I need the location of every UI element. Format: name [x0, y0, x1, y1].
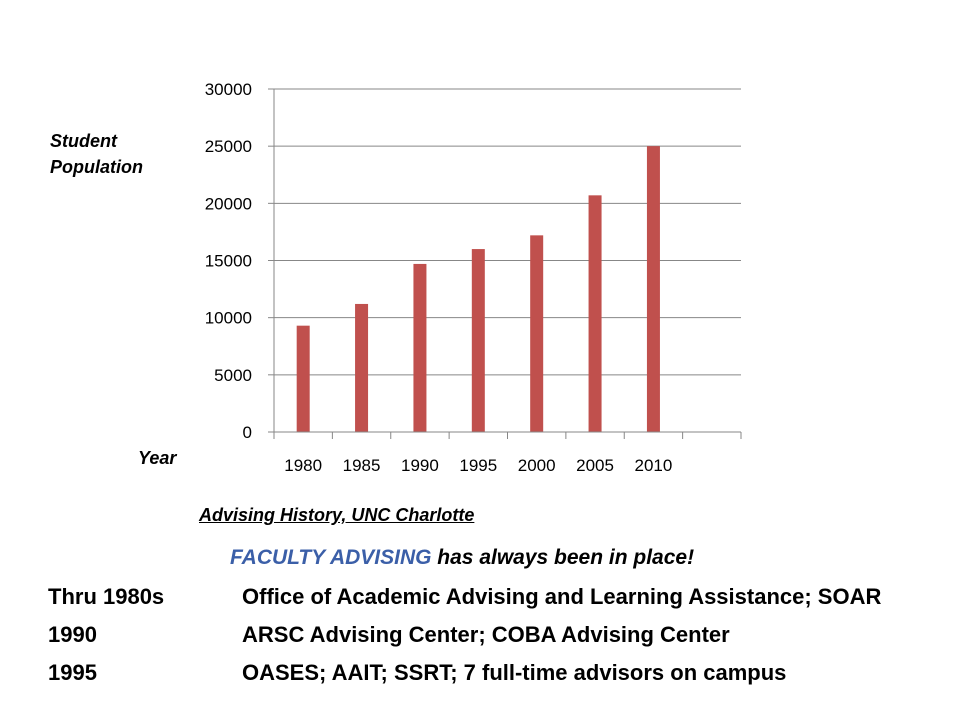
x-tick-label: 2000 — [518, 456, 556, 475]
grid-lines — [268, 88, 741, 433]
history-year: 1990 — [48, 622, 97, 647]
y-axis-label-text: Student Population — [50, 131, 143, 177]
history-year: Thru 1980s — [48, 584, 165, 609]
x-tick-labels: 1980 1985 1990 1995 2000 2005 2010 — [284, 456, 672, 475]
history-description: ARSC Advising Center; COBA Advising Cent… — [242, 622, 730, 647]
x-tick-label: 1980 — [284, 456, 322, 475]
bar — [646, 146, 660, 432]
y-tick-label: 0 — [243, 423, 252, 442]
bar — [471, 249, 485, 432]
x-tick-label: 2010 — [635, 456, 673, 475]
history-description: Office of Academic Advising and Learning… — [242, 584, 882, 609]
y-axis-label: Student Population — [50, 128, 160, 180]
history-description: OASES; AAIT; SSRT; 7 full-time advisors … — [242, 660, 787, 685]
faculty-advising-rest: has always been in place! — [431, 546, 695, 569]
y-tick-label: 30000 — [205, 80, 252, 99]
x-axis-label: Year — [138, 448, 177, 468]
history-row: Thru 1980s Office of Academic Advising an… — [48, 584, 881, 610]
bars — [296, 146, 660, 432]
chart-caption: Advising History, UNC Charlotte — [199, 505, 475, 525]
bar — [413, 263, 427, 432]
y-tick-label: 5000 — [214, 366, 252, 385]
faculty-advising-highlight: FACULTY ADVISING — [230, 546, 432, 569]
axes — [273, 89, 742, 439]
y-tick-label: 20000 — [205, 194, 252, 213]
bar — [530, 235, 544, 432]
bar — [355, 303, 369, 432]
faculty-advising-note: FACULTY ADVISING has always been in plac… — [230, 546, 694, 570]
x-tick-label: 2005 — [576, 456, 614, 475]
y-tick-label: 25000 — [205, 137, 252, 156]
y-tick-label: 15000 — [205, 252, 252, 271]
x-tick-label: 1990 — [401, 456, 439, 475]
x-tick-label: 1995 — [459, 456, 497, 475]
bar — [296, 325, 310, 432]
x-tick-label: 1985 — [343, 456, 381, 475]
bar — [588, 195, 602, 432]
history-row: 1990 ARSC Advising Center; COBA Advising … — [48, 622, 730, 648]
history-year: 1995 — [48, 660, 97, 685]
history-row: 1995 OASES; AAIT; SSRT; 7 full-time advis… — [48, 660, 786, 686]
y-tick-label: 10000 — [205, 309, 252, 328]
y-tick-labels: 0 5000 10000 15000 20000 25000 30000 — [205, 80, 252, 442]
